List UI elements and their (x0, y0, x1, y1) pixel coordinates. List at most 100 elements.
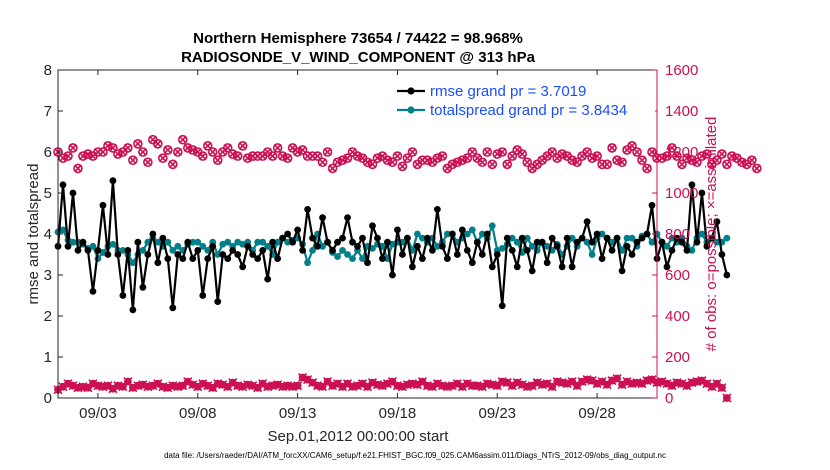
rmse-point (389, 271, 396, 279)
possible-obs-point (128, 155, 138, 165)
possible-obs-cross (408, 148, 417, 156)
rmse-point (508, 247, 516, 254)
rmse-point (453, 251, 461, 258)
y-tick-label: 6 (44, 144, 52, 161)
y-tick-label: 5 (44, 185, 52, 202)
totalspread-point (224, 238, 232, 246)
possible-obs-point (592, 151, 602, 161)
possible-obs-cross (668, 143, 676, 152)
rmse-point (314, 242, 321, 250)
totalspread-point (618, 247, 626, 254)
rmse-point (443, 255, 451, 262)
possible-obs-point (572, 157, 582, 168)
rmse-point (289, 238, 297, 246)
rmse-point (648, 201, 656, 209)
rmse-point (668, 247, 676, 254)
rmse-point (224, 255, 232, 262)
rmse-point (603, 234, 611, 242)
rmse-point (593, 230, 601, 238)
possible-obs-cross (213, 156, 222, 165)
rmse-point (558, 263, 566, 271)
possible-obs-point (342, 153, 353, 163)
totalspread-point (478, 230, 486, 238)
possible-obs-point (617, 157, 627, 168)
possible-obs-point (163, 145, 173, 155)
possible-obs-point (547, 147, 557, 157)
rmse-point (89, 288, 97, 295)
possible-obs-cross (173, 148, 182, 156)
rmse-point (414, 242, 421, 250)
assimilated-obs-cross (123, 377, 133, 387)
rmse-point (663, 263, 671, 271)
possible-obs-cross (293, 148, 302, 156)
possible-obs-point (367, 159, 378, 170)
rmse-point (718, 251, 726, 258)
possible-obs-cross (423, 156, 432, 165)
possible-obs-cross (478, 158, 487, 167)
totalspread-point (443, 230, 451, 238)
rmse-point (683, 247, 691, 254)
possible-obs-point (582, 147, 592, 157)
possible-obs-point (437, 151, 448, 161)
rmse-point (458, 226, 466, 234)
chart-title: Northern Hemisphere 73654 / 74422 = 98.9… (193, 30, 523, 47)
possible-obs-point (747, 155, 757, 165)
possible-obs-point (522, 157, 533, 168)
rmse-point (448, 230, 456, 238)
rmse-point (568, 263, 576, 271)
rmse-point (693, 238, 701, 246)
y-axis-label: rmse and totalspread (25, 164, 42, 305)
possible-obs-cross (278, 152, 287, 161)
possible-obs-point (502, 159, 513, 170)
rmse-point (578, 234, 586, 242)
possible-obs-cross (722, 160, 731, 169)
y-tick-label: 3 (44, 267, 52, 284)
totalspread-point (668, 234, 676, 242)
possible-obs-cross (353, 152, 362, 161)
rmse-point (134, 238, 142, 246)
possible-obs-point (702, 149, 712, 159)
assimilated-obs-cross (717, 383, 727, 393)
rmse-point (354, 242, 361, 250)
obs-layer (53, 134, 762, 403)
possible-obs-point (517, 149, 528, 159)
x-tick-label: 09/23 (478, 405, 516, 422)
possible-obs-cross (488, 160, 497, 169)
rmse-point (394, 226, 401, 234)
totalspread-point (623, 234, 631, 242)
x-tick-label: 09/18 (379, 405, 417, 422)
rmse-point (64, 242, 72, 250)
plot-background (58, 70, 657, 398)
possible-obs-point (662, 151, 672, 161)
possible-obs-point (717, 149, 727, 159)
totalspread-point (513, 238, 521, 246)
possible-obs-point (173, 147, 183, 157)
totalspread-point (713, 238, 721, 246)
rmse-point (109, 177, 117, 185)
rmse-point (249, 251, 257, 258)
y-tick-label: 2 (44, 308, 52, 325)
possible-obs-cross (228, 150, 237, 159)
possible-obs-cross (593, 152, 602, 161)
totalspread-point (698, 230, 706, 238)
rmse-point (498, 302, 506, 310)
rmse-point (563, 234, 571, 242)
possible-obs-cross (268, 152, 277, 161)
totalspread-point (164, 238, 172, 246)
rmse-point (528, 267, 536, 275)
rmse-point (583, 218, 591, 226)
totalspread-point (433, 242, 441, 250)
rmse-point (284, 230, 292, 238)
possible-obs-cross (333, 158, 342, 167)
totalspread-point (154, 238, 162, 246)
rmse-point (319, 214, 326, 222)
totalspread-point (543, 242, 551, 250)
rmse-point (633, 238, 641, 246)
rmse-point (418, 255, 426, 262)
rmse-point (209, 242, 217, 250)
rmse-point (364, 259, 371, 267)
possible-obs-cross (69, 143, 77, 152)
totalspread-point (349, 255, 356, 262)
totalspread-point (319, 242, 326, 250)
possible-obs-point (632, 147, 642, 157)
